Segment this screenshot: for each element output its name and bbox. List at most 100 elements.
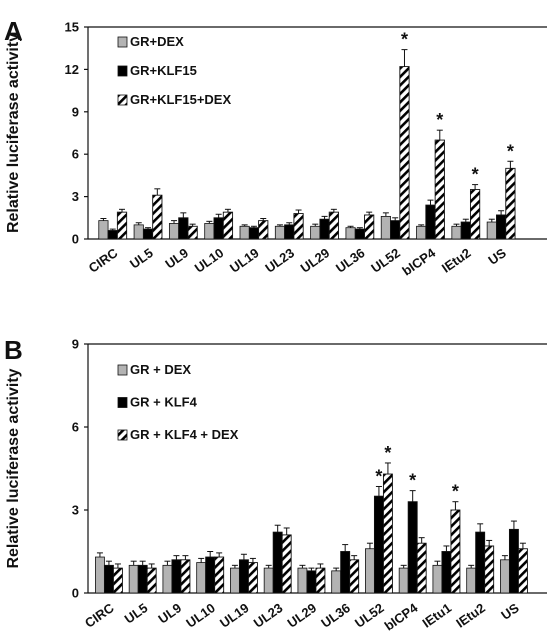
bar	[98, 220, 109, 240]
bar	[133, 224, 144, 240]
y-tick-label: 0	[72, 232, 79, 247]
bar	[238, 559, 249, 594]
x-tick-label: UL10	[183, 600, 218, 631]
bar	[107, 230, 118, 240]
x-tick-label: IEtu2	[453, 600, 488, 631]
bar	[142, 228, 154, 240]
bar	[390, 220, 401, 240]
significance-marker: *	[472, 165, 479, 185]
y-tick-label: 9	[72, 104, 79, 119]
bar	[382, 473, 393, 594]
bar	[365, 548, 375, 594]
x-tick-label: UL29	[284, 600, 319, 631]
y-tick-label: 0	[72, 586, 79, 601]
significance-marker: *	[375, 466, 382, 486]
panel-letter: A	[4, 16, 23, 46]
bar	[469, 189, 481, 240]
bar	[328, 211, 339, 240]
y-tick-label: 15	[65, 20, 79, 35]
legend-label: GR + DEX	[130, 362, 191, 377]
legend-label: GR + KLF4 + DEX	[130, 427, 239, 442]
bar	[475, 531, 486, 594]
bar	[500, 559, 510, 594]
bar	[508, 528, 519, 594]
y-axis-label: Relative luciferase activity	[5, 33, 22, 233]
bar	[213, 217, 224, 240]
bar	[416, 542, 427, 594]
bar	[306, 570, 317, 594]
bar	[441, 551, 452, 594]
bar	[354, 228, 365, 240]
x-tick-label: IEtu2	[439, 245, 474, 276]
bar	[196, 562, 207, 594]
bar	[496, 214, 507, 240]
bar	[248, 227, 260, 240]
legend-swatch	[117, 65, 128, 77]
bar	[205, 556, 216, 594]
significance-marker: *	[401, 30, 408, 50]
bar	[152, 194, 163, 240]
bar	[450, 509, 461, 594]
bar	[434, 139, 445, 240]
x-tick-label: UL9	[155, 600, 184, 626]
bar	[95, 556, 105, 594]
x-tick-label: UL19	[217, 600, 252, 631]
y-tick-label: 6	[72, 147, 79, 162]
x-tick-label: UL5	[122, 600, 151, 626]
bar	[293, 213, 304, 240]
bar	[505, 167, 516, 240]
bar	[451, 225, 462, 240]
y-tick-label: 9	[72, 337, 79, 352]
bar	[222, 211, 234, 240]
legend-label: GR+KLF15+DEX	[130, 92, 231, 107]
bar	[340, 551, 351, 594]
x-tick-label: CIRC	[86, 245, 121, 276]
bar	[239, 225, 250, 240]
y-tick-label: 12	[65, 62, 79, 77]
bar	[407, 501, 418, 594]
bar	[373, 495, 384, 594]
y-tick-label: 3	[72, 189, 79, 204]
bar	[128, 564, 139, 594]
x-tick-label: UL52	[352, 600, 387, 631]
bar	[399, 66, 410, 240]
legend-swatch	[117, 36, 128, 48]
x-tick-label: UL23	[262, 245, 297, 276]
bar	[380, 215, 391, 240]
legend-swatch	[117, 94, 128, 106]
bar	[331, 570, 342, 594]
bar	[247, 562, 258, 594]
x-tick-label: UL9	[162, 245, 191, 271]
significance-marker: *	[409, 471, 416, 491]
x-tick-label: bICP4	[399, 245, 438, 279]
y-axis-label: Relative luciferase activity	[5, 368, 22, 568]
significance-marker: *	[452, 482, 459, 502]
bar	[432, 564, 443, 594]
x-tick-label: UL5	[127, 245, 156, 271]
bar	[214, 556, 225, 594]
bar	[486, 221, 497, 240]
bar	[258, 220, 269, 240]
bar	[315, 567, 326, 594]
bar	[178, 217, 189, 240]
legend-swatch	[117, 364, 128, 376]
x-tick-label: UL10	[192, 245, 227, 276]
bar	[274, 225, 286, 240]
bar	[116, 211, 128, 240]
x-tick-label: UL36	[333, 245, 368, 276]
bar	[364, 214, 375, 240]
bar	[187, 225, 198, 240]
bar	[230, 567, 240, 594]
legend-label: GR + KLF4	[130, 395, 198, 410]
bar	[297, 567, 308, 594]
significance-marker: *	[384, 443, 391, 463]
y-tick-label: 3	[72, 503, 79, 518]
bar	[137, 564, 148, 594]
bar	[146, 567, 157, 594]
bar	[162, 564, 173, 594]
panel-letter: B	[4, 335, 23, 365]
x-tick-label: US	[498, 600, 522, 623]
